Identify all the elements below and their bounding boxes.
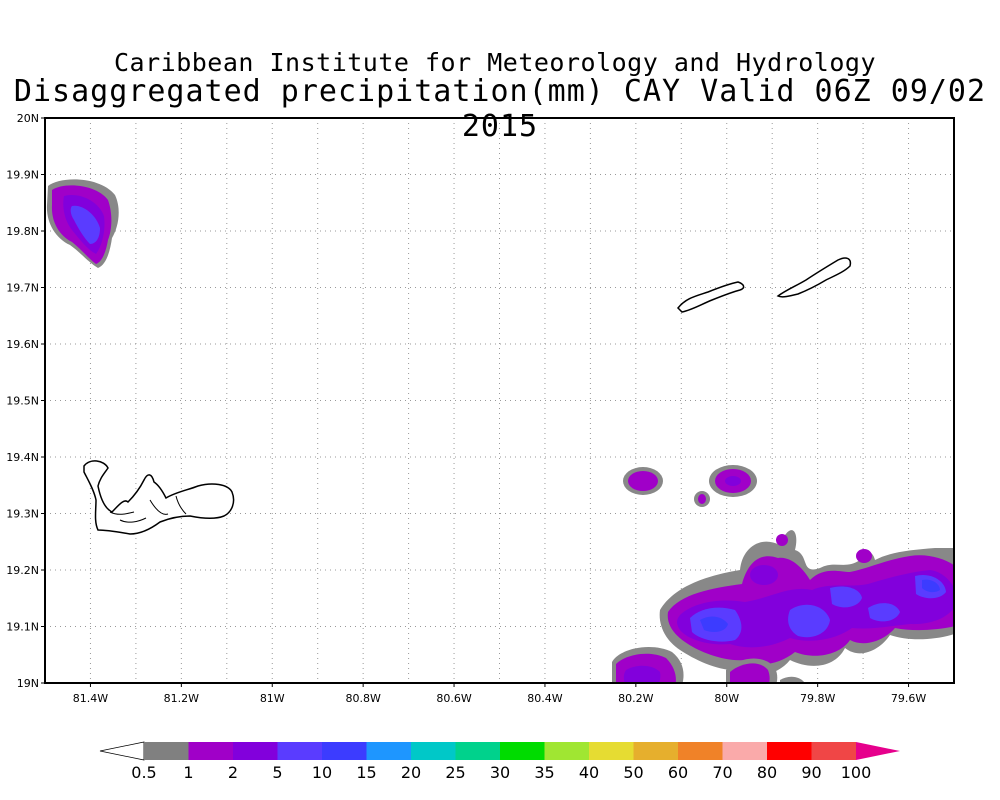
colorbar-swatch [544,742,589,760]
lat-tick-label: 19.1N [6,621,39,634]
colorbar-label: 5 [272,763,282,782]
precipitation-field [46,179,954,683]
grand-cayman-island [83,460,235,535]
precip-cell [694,465,757,507]
lat-tick-label: 19.8N [6,225,39,238]
colorbar-label: 2 [228,763,238,782]
colorbar-max-arrow [856,742,900,760]
lat-tick-label: 19N [17,677,39,690]
colorbar-swatch [500,742,545,760]
colorbar-swatch [811,742,856,760]
colorbar-label: 15 [356,763,376,782]
colorbar-swatch [411,742,456,760]
colorbar-swatch [722,742,767,760]
lon-tick-label: 80.8W [345,692,380,705]
colorbar-label: 50 [623,763,643,782]
colorbar-swatch [366,742,411,760]
colorbar-label: 20 [401,763,421,782]
lon-tick-label: 80.6W [436,692,471,705]
colorbar-label: 100 [841,763,872,782]
colorbar-swatch [678,742,723,760]
colorbar-label: 35 [534,763,554,782]
lon-tick-label: 80.4W [527,692,562,705]
colorbar-label: 60 [668,763,688,782]
chart-subtitle: Disaggregated precipitation(mm) CAY Vali… [13,74,987,144]
lat-tick-label: 19.9N [6,169,39,182]
precip-cell [46,179,119,268]
colorbar-label: 90 [801,763,821,782]
lat-tick-label: 19.7N [6,282,39,295]
longitude-axis: 81.4W 81.2W 81W 80.8W 80.6W 80.4W 80.2W 80W 79.8… [73,683,926,705]
colorbar-swatch [767,742,812,760]
colorbar-swatch [589,742,634,760]
lon-tick-label: 81.4W [73,692,108,705]
lat-tick-label: 19.5N [6,395,39,408]
colorbar-swatch [322,742,367,760]
colorbar-min-arrow [99,741,145,761]
lon-tick-label: 81.2W [164,692,199,705]
colorbar-label: 0.5 [131,763,156,782]
colorbar-swatch [233,742,278,760]
lon-tick-label: 80W [714,692,739,705]
lat-tick-label: 19.6N [6,338,39,351]
lat-tick-label: 19.4N [6,451,39,464]
colorbar-label: 10 [312,763,332,782]
colorbar [99,741,900,761]
lat-tick-label: 20N [17,112,39,125]
colorbar-label: 80 [757,763,777,782]
colorbar-label: 1 [183,763,193,782]
colorbar-label: 40 [579,763,599,782]
cayman-brac-island [776,257,852,298]
colorbar-label: 25 [445,763,465,782]
lon-tick-label: 79.6W [891,692,926,705]
precip-cell [612,647,805,683]
lon-tick-label: 80.2W [618,692,653,705]
colorbar-swatch [455,742,500,760]
precip-cell [659,530,954,676]
colorbar-label: 30 [490,763,510,782]
little-cayman-island [676,281,745,313]
lon-tick-label: 79.8W [800,692,835,705]
latitude-axis: 20N 19.9N 19.8N 19.7N 19.6N 19.5N 19.4N 19.3N 19… [6,112,45,690]
lon-tick-label: 81W [260,692,285,705]
colorbar-swatch [144,742,189,760]
colorbar-swatch [633,742,678,760]
precip-cell [623,467,663,495]
lat-tick-label: 19.3N [6,508,39,521]
colorbar-swatch [188,742,233,760]
lat-tick-label: 19.2N [6,564,39,577]
chart-title: Caribbean Institute for Meteorology and … [113,48,876,77]
colorbar-swatch [277,742,322,760]
colorbar-label: 70 [712,763,732,782]
colorbar-labels: 0.5 1 2 5 10 15 20 25 30 35 40 50 60 70 80 90 100 [131,763,871,782]
